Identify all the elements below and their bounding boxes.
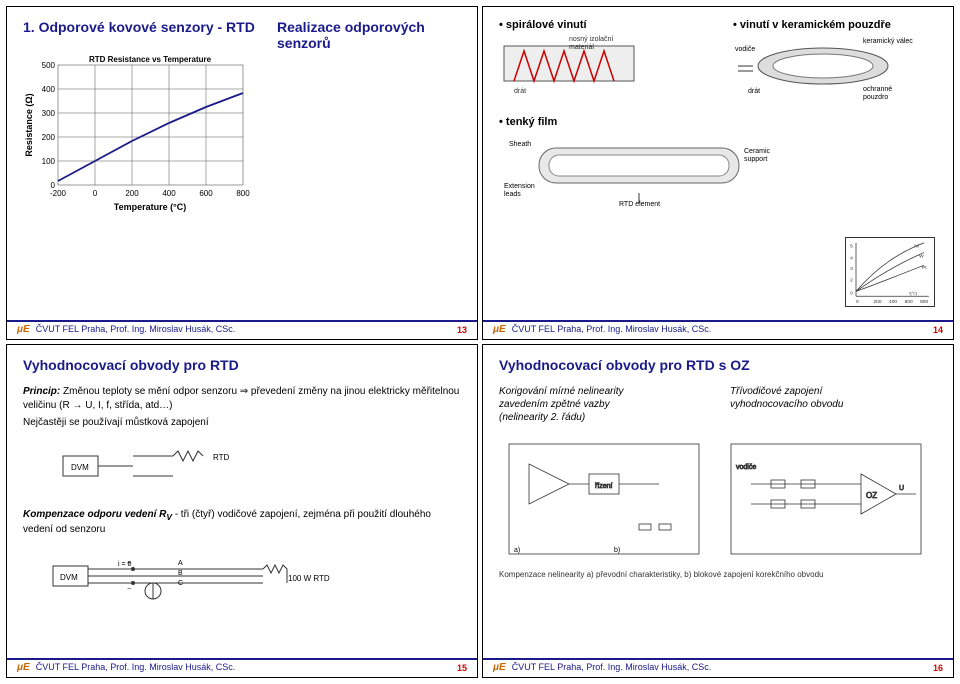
svg-text:b): b) [614,547,620,554]
svg-text:leads: leads [504,191,521,198]
svg-text:200: 200 [42,133,56,142]
bridge-circuit-diagram: DVM RTD [23,436,323,496]
svg-text:4: 4 [850,255,853,261]
principle-text: Princip: Změnou teploty se mění odpor se… [23,385,461,412]
slide-footer: μE ČVUT FEL Praha, Prof. Ing. Miroslav Hu… [483,658,953,673]
svg-text:−: − [127,586,131,593]
svg-text:200: 200 [873,299,881,305]
compensation-text: Kompenzace odporu vedení RV - tři (čtyř)… [23,508,461,537]
spiral-winding-diagram: drát nosný izolační materiál [499,31,669,101]
slide-footer: μE ČVUT FEL Praha, Prof. Ing. Miroslav Hu… [483,320,953,335]
svg-text:DVM: DVM [60,573,78,582]
page-number: 16 [933,663,943,673]
svg-text:RTD: RTD [213,453,230,462]
slide-16: Vyhodnocovací obvody pro RTD s OZ Korigo… [482,344,954,678]
svg-text:0: 0 [856,299,859,305]
svg-text:RTD element: RTD element [619,201,660,208]
bullet-spiral: spirálové vinutí [499,19,703,31]
svg-text:200: 200 [125,189,139,198]
three-wire-opamp-diagram: OZ U vodiče [721,434,931,564]
footer-logo-icon: μE [17,324,30,335]
footer-institution: ČVUT FEL Praha, Prof. Ing. Miroslav Husá… [512,324,712,334]
thin-film-diagram: RTD element Sheath Extensionleads Cerami… [499,128,789,208]
opamp-feedback-diagram: řízení a) b) [499,434,709,564]
rt-curves-chart: NiW Pt 0 200 400 600 800 0 2 3 4 5 t[°C] [845,237,935,307]
svg-text:100: 100 [42,157,56,166]
slide-title: Vyhodnocovací obvody pro RTD s OZ [499,357,937,373]
chart-title: RTD Resistance vs Temperature [89,55,212,64]
slide-title: Vyhodnocovací obvody pro RTD [23,357,461,373]
svg-text:0: 0 [850,290,853,296]
svg-text:800: 800 [236,189,250,198]
svg-text:U: U [899,485,904,492]
svg-text:Sheath: Sheath [509,141,531,148]
footer-logo-icon: μE [17,662,30,673]
svg-text:400: 400 [889,299,897,305]
svg-text:ochranné: ochranné [863,86,892,93]
col-nonlinearity: Korigování mírné nelinearity zavedením z… [499,385,706,424]
footer-logo-icon: μE [493,324,506,335]
page-number: 14 [933,325,943,335]
svg-text:Pt: Pt [922,265,927,271]
svg-text:800: 800 [920,299,928,305]
footer-logo-icon: μE [493,662,506,673]
y-axis-label: Resistance (Ω) [24,93,34,156]
slide-footer: μE ČVUT FEL Praha, Prof. Ing. Miroslav Hu… [7,658,477,673]
svg-text:400: 400 [162,189,176,198]
slide-15: Vyhodnocovací obvody pro RTD Princip: Zm… [6,344,478,678]
svg-text:nosný izolační: nosný izolační [569,36,613,43]
rtd-chart: RTD Resistance vs Temperature 0 100 200 … [23,53,253,213]
svg-text:+: + [127,560,131,567]
svg-text:drát: drát [748,88,760,95]
page-number: 15 [457,663,467,673]
bridge-note: Nejčastěji se používají můstková zapojen… [23,416,461,430]
svg-text:pouzdro: pouzdro [863,94,888,101]
svg-text:A: A [178,560,183,567]
svg-text:support: support [744,156,767,163]
svg-text:OZ: OZ [866,491,877,500]
svg-text:500: 500 [42,61,56,70]
footer-institution: ČVUT FEL Praha, Prof. Ing. Miroslav Husá… [36,324,236,334]
slide-14: spirálové vinutí drát nosný izolační mat… [482,6,954,340]
svg-text:Ceramic: Ceramic [744,148,771,155]
svg-text:600: 600 [199,189,213,198]
svg-text:5: 5 [850,244,853,250]
svg-text:300: 300 [42,109,56,118]
three-wire-diagram: DVM ABC i = 0 100 W RTD + − [23,541,363,611]
footer-institution: ČVUT FEL Praha, Prof. Ing. Miroslav Husá… [36,662,236,672]
svg-text:B: B [178,570,183,577]
footer-institution: ČVUT FEL Praha, Prof. Ing. Miroslav Husá… [512,662,712,672]
svg-text:Extension: Extension [504,183,535,190]
svg-text:vodiče: vodiče [736,464,756,471]
svg-text:Ni: Ni [914,244,919,250]
x-axis-label: Temperature (°C) [114,202,186,212]
svg-text:DVM: DVM [71,463,89,472]
slide-footer: μE ČVUT FEL Praha, Prof. Ing. Miroslav Hu… [7,320,477,335]
svg-text:materiál: materiál [569,44,594,51]
svg-text:řízení: řízení [595,483,613,490]
col-threewire: Třívodičové zapojení vyhodnocovacího obv… [730,385,937,424]
svg-text:W: W [919,253,924,259]
svg-text:0: 0 [93,189,98,198]
bullet-ceramic: vinutí v keramickém pouzdře [733,19,937,31]
svg-text:3: 3 [850,266,853,272]
svg-text:100 W RTD: 100 W RTD [288,574,330,583]
slide-subtitle: Realizace odporových senzorů [277,19,477,51]
svg-text:400: 400 [42,85,56,94]
svg-text:drát: drát [514,88,526,95]
svg-text:-200: -200 [50,189,67,198]
svg-text:t[°C]: t[°C] [909,290,917,295]
slide-13: 1. Odporové kovové senzory - RTD Realiza… [6,6,478,340]
svg-text:C: C [178,580,183,587]
svg-text:2: 2 [850,278,853,284]
svg-text:keramický válec: keramický válec [863,38,913,45]
page-number: 13 [457,325,467,335]
svg-text:a): a) [514,547,520,554]
ceramic-housing-diagram: vodiče keramický válec drát ochranné pou… [733,31,923,101]
svg-text:600: 600 [905,299,913,305]
figure-caption: Kompenzace nelinearity a) převodní chara… [499,570,937,579]
bullet-thinfilm: tenký film [499,116,937,128]
svg-text:vodiče: vodiče [735,46,755,53]
